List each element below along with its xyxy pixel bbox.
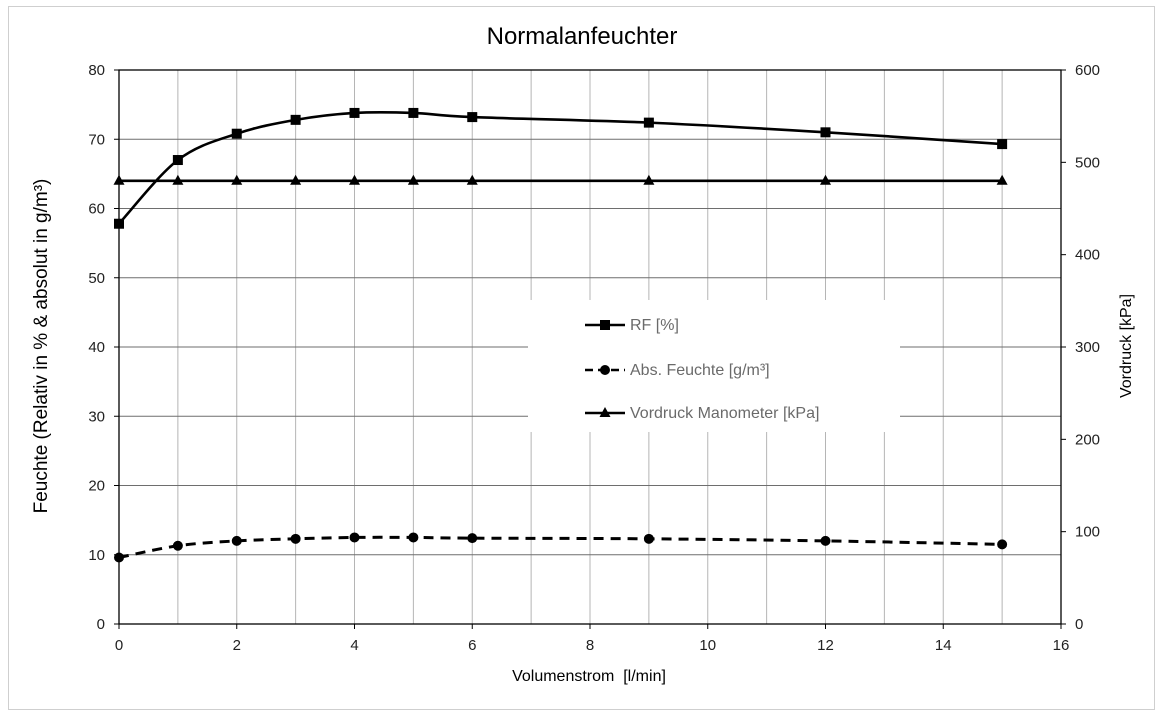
legend-marker-rf — [600, 320, 610, 330]
y-tick-label: 20 — [88, 478, 105, 495]
y2-tick-label: 0 — [1075, 616, 1083, 633]
legend-marker-vordruck — [599, 407, 611, 417]
legend-label-rf: RF [%] — [630, 317, 679, 334]
data-point-rf — [467, 112, 478, 123]
x-tick-label: 16 — [1053, 637, 1070, 654]
x-tick-label: 4 — [350, 637, 358, 654]
data-point-abs-feuchte — [114, 552, 124, 563]
x-tick-label: 6 — [468, 637, 476, 654]
x-tick-label: 14 — [935, 637, 952, 654]
data-point-abs-feuchte — [231, 535, 242, 546]
data-point-vordruck — [407, 174, 419, 185]
y-tick-label: 0 — [97, 616, 105, 633]
y-tick-label: 40 — [88, 339, 105, 356]
legend-label-vordruck: Vordruck Manometer [kPa] — [630, 405, 819, 422]
legend: RF [%] Abs. Feuchte [g/m³] Vordruck Manome… — [528, 300, 900, 432]
data-point-vordruck — [231, 174, 243, 185]
data-point-vordruck — [820, 174, 831, 185]
data-point-rf — [290, 114, 301, 125]
data-point-rf — [820, 127, 831, 138]
y-tick-label: 10 — [88, 547, 105, 564]
data-point-rf — [349, 107, 360, 118]
tick-labels: 0 2 4 6 8 10 12 14 16 0 10 20 30 40 50 60 70 80 0 100 200 300… — [88, 62, 1100, 654]
y2-tick-label: 500 — [1075, 154, 1100, 171]
y2-tick-label: 600 — [1075, 62, 1100, 79]
data-point-rf — [997, 139, 1008, 150]
data-point-abs-feuchte — [820, 535, 831, 546]
data-point-rf — [231, 128, 242, 139]
chart-title: Normalanfeuchter — [487, 23, 678, 50]
data-point-abs-feuchte — [349, 532, 360, 543]
data-point-vordruck — [996, 174, 1008, 185]
y-axis-label: Feuchte (Relativ in % & absolut in g/m³) — [31, 179, 52, 514]
x-tick-label: 10 — [699, 637, 716, 654]
series-layer — [113, 107, 1008, 563]
series-rf — [114, 107, 1008, 229]
x-tick-label: 8 — [586, 637, 594, 654]
series-line-rf — [118, 110, 1003, 225]
data-point-rf — [643, 117, 654, 128]
x-tick-label: 0 — [115, 637, 123, 654]
y2-tick-label: 200 — [1075, 431, 1100, 448]
data-point-vordruck — [349, 174, 360, 185]
data-point-vordruck — [290, 174, 302, 185]
axes — [114, 69, 1066, 629]
data-point-abs-feuchte — [408, 532, 419, 543]
y-tick-label: 80 — [88, 62, 105, 79]
y2-axis-label: Vordruck [kPa] — [1118, 294, 1135, 398]
data-point-vordruck — [113, 174, 125, 185]
data-point-abs-feuchte — [997, 539, 1008, 550]
legend-label-abs-feuchte: Abs. Feuchte [g/m³] — [630, 362, 770, 379]
y2-tick-label: 400 — [1075, 247, 1100, 264]
y2-tick-label: 300 — [1075, 339, 1100, 356]
data-point-abs-feuchte — [643, 533, 654, 544]
data-point-rf — [408, 107, 419, 118]
series-vordruck — [113, 174, 1008, 185]
series-abs-feuchte — [114, 532, 1008, 563]
x-axis-label: Volumenstrom [l/min] — [512, 668, 666, 685]
data-point-vordruck — [172, 174, 184, 185]
legend-box — [528, 300, 900, 432]
data-point-abs-feuchte — [467, 533, 478, 544]
y-tick-label: 70 — [88, 131, 105, 148]
legend-marker-abs-feuchte — [600, 365, 610, 375]
x-tick-label: 12 — [817, 637, 834, 654]
y2-tick-label: 100 — [1075, 524, 1100, 541]
data-point-rf — [114, 218, 124, 229]
y-tick-label: 50 — [88, 270, 105, 287]
data-point-vordruck — [643, 174, 655, 185]
data-point-vordruck — [466, 174, 478, 185]
data-point-abs-feuchte — [172, 540, 183, 551]
series-line-abs-feuchte — [118, 535, 1003, 559]
y-tick-label: 60 — [88, 201, 105, 218]
data-point-abs-feuchte — [290, 533, 301, 544]
x-tick-label: 2 — [233, 637, 241, 654]
y-tick-label: 30 — [88, 408, 105, 425]
data-point-rf — [172, 155, 183, 166]
